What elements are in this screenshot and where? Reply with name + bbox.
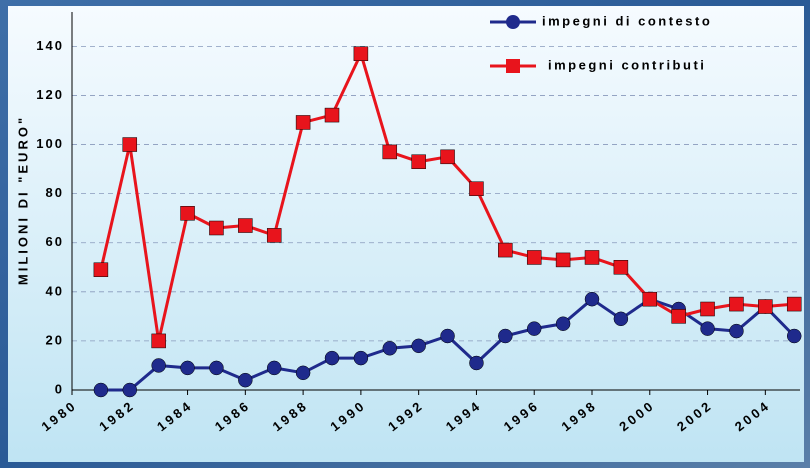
y-tick-label: 140 (36, 38, 64, 53)
point (353, 350, 369, 366)
point (382, 144, 398, 160)
point (440, 328, 455, 344)
point (411, 338, 426, 354)
y-tick-label: 60 (46, 234, 64, 249)
point (729, 296, 744, 312)
point (786, 328, 802, 344)
chart-area (8, 6, 804, 462)
point (671, 309, 686, 324)
point (151, 358, 166, 373)
point (180, 360, 195, 376)
point (238, 218, 253, 233)
point (180, 206, 195, 221)
point (498, 328, 513, 344)
point (786, 296, 802, 312)
point (266, 360, 282, 376)
point (324, 107, 340, 123)
y-tick-label: 0 (55, 381, 64, 396)
point (122, 137, 138, 152)
point (498, 242, 513, 258)
point (555, 316, 571, 331)
point (353, 46, 369, 61)
point (324, 350, 340, 366)
y-axis-label: MILIONI DI "EURO" (15, 115, 30, 285)
point (382, 341, 398, 356)
point (93, 382, 109, 398)
point (209, 220, 224, 236)
point (526, 250, 542, 265)
point (295, 115, 311, 130)
point (411, 154, 426, 169)
y-tick-label: 80 (46, 185, 64, 200)
point (209, 360, 224, 376)
point (642, 291, 658, 307)
legend-marker (506, 59, 520, 73)
point (613, 260, 629, 275)
point (729, 323, 744, 339)
point (700, 321, 715, 336)
legend-label: impegni contributi (548, 57, 706, 72)
point (584, 291, 600, 307)
point (238, 372, 253, 388)
y-tick-label: 120 (36, 87, 64, 102)
point (584, 250, 600, 265)
point (613, 311, 629, 327)
y-tick-label: 20 (46, 332, 64, 347)
point (700, 301, 715, 317)
legend-label: impegni di contesto (542, 13, 712, 28)
point (93, 262, 109, 277)
point (526, 321, 542, 336)
point (758, 299, 773, 314)
point (295, 365, 311, 381)
point (151, 333, 166, 349)
point (266, 228, 282, 243)
point (440, 149, 455, 165)
y-tick-label: 40 (46, 283, 64, 298)
point (555, 252, 571, 268)
y-tick-label: 100 (36, 136, 64, 151)
legend-marker (506, 15, 520, 29)
point (122, 382, 138, 398)
point (469, 355, 484, 371)
point (469, 181, 484, 196)
